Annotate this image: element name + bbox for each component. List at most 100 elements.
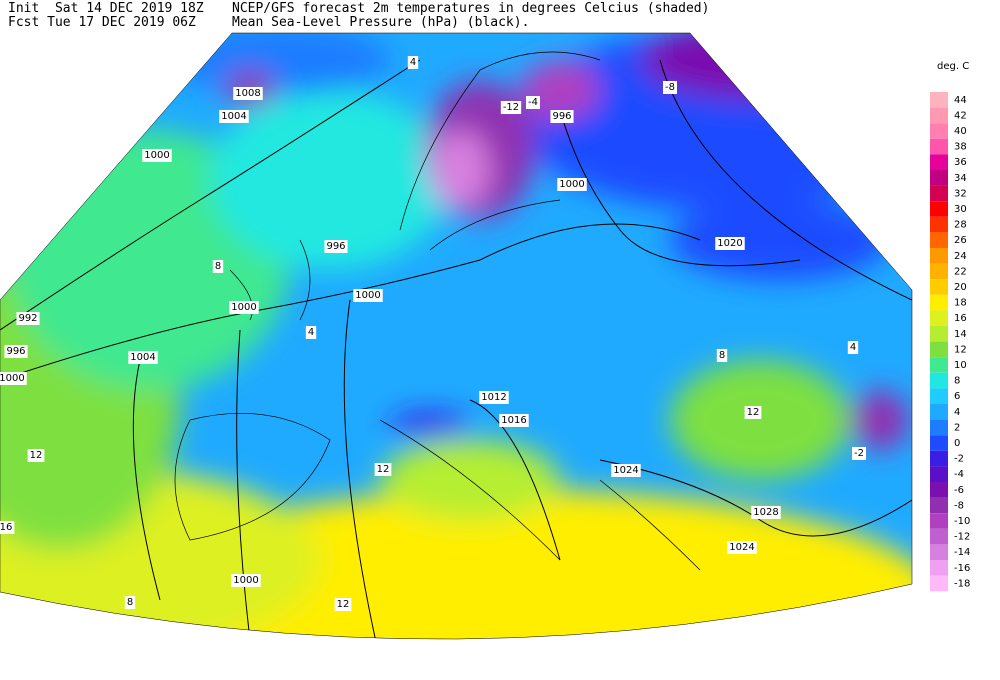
temperature-label: 12 xyxy=(337,599,350,610)
colorbar-swatch xyxy=(930,263,948,280)
isobar xyxy=(469,399,561,561)
temperature-label-box xyxy=(212,260,224,273)
colorbar-label: -2 xyxy=(954,454,964,465)
temperature-label: 12 xyxy=(377,464,390,475)
coastline xyxy=(174,51,701,571)
colorbar-label: 32 xyxy=(954,188,967,199)
temperature-label-box xyxy=(305,326,317,339)
colorbar-swatch xyxy=(930,419,948,436)
colorbar-swatch xyxy=(930,388,948,404)
colorbar-swatch xyxy=(930,513,948,529)
temperature-label-box xyxy=(0,521,15,534)
pressure-label-box xyxy=(557,178,587,191)
pressure-label: 996 xyxy=(6,346,25,357)
pressure-label-box xyxy=(219,110,249,123)
temperature-label-box xyxy=(334,598,352,611)
colorbar-label: 2 xyxy=(954,422,960,433)
pressure-label: 1024 xyxy=(613,465,638,476)
colorbar-swatch xyxy=(930,560,948,576)
temperature-field xyxy=(0,33,912,640)
colorbar-swatch xyxy=(930,310,948,326)
colorbar-label: 40 xyxy=(954,126,967,137)
pressure-label: 1024 xyxy=(729,542,754,553)
colorbar-swatch xyxy=(930,201,948,217)
temperature-label-box xyxy=(374,463,392,476)
init-time: Init Sat 14 DEC 2019 18Z xyxy=(8,1,204,16)
map-border xyxy=(0,32,913,640)
colorbar-label: 12 xyxy=(954,344,967,355)
colorbar-label: 30 xyxy=(954,204,967,215)
colorbar-unit: deg. C xyxy=(937,61,969,72)
pressure-label-box xyxy=(751,506,781,519)
pressure-label: 1000 xyxy=(0,373,25,384)
colorbar-swatch xyxy=(930,482,948,498)
isobar xyxy=(236,329,251,640)
colorbar-swatch xyxy=(930,185,948,202)
pressure-label-box xyxy=(715,237,745,250)
temperature-label: 8 xyxy=(127,597,133,608)
temperature-label: -12 xyxy=(503,102,519,113)
colorbar-label: -16 xyxy=(954,563,970,574)
pressure-label: 1000 xyxy=(355,290,380,301)
pressure-label-box xyxy=(16,312,40,325)
temperature-label: 8 xyxy=(719,350,725,361)
pressure-label: 1004 xyxy=(221,111,246,122)
colorbar-swatch xyxy=(930,575,948,592)
temperature-label: 4 xyxy=(308,327,314,338)
temperature-label-box xyxy=(852,447,866,460)
colorbar-label: -10 xyxy=(954,516,970,527)
colorbar-label: 44 xyxy=(954,95,967,106)
colorbar-label: 14 xyxy=(954,329,967,340)
pressure-label-box xyxy=(4,345,28,358)
pressure-label: 1028 xyxy=(753,507,778,518)
colorbar-label: -4 xyxy=(954,469,964,480)
colorbar-label: 16 xyxy=(954,313,967,324)
pressure-label: 1008 xyxy=(235,88,260,99)
temperature-label: 8 xyxy=(215,261,221,272)
colorbar-label: 26 xyxy=(954,235,967,246)
colorbar-swatch xyxy=(930,450,948,467)
colorbar-label: -8 xyxy=(954,500,964,511)
pressure-label: 996 xyxy=(552,111,571,122)
pressure-label: 1000 xyxy=(231,302,256,313)
colorbar-label: 34 xyxy=(954,173,967,184)
colorbar-label: -18 xyxy=(954,578,970,589)
temperature-label: 4 xyxy=(410,57,416,68)
isobar xyxy=(0,59,421,331)
temperature-label: -2 xyxy=(854,448,864,459)
forecast-time: Fcst Tue 17 DEC 2019 06Z xyxy=(8,15,196,30)
isobar xyxy=(599,459,912,537)
pressure-label-box xyxy=(727,541,757,554)
pressure-label: 1000 xyxy=(144,150,169,161)
temperature-label-box xyxy=(744,406,762,419)
colorbar-swatch xyxy=(930,372,948,389)
isobar xyxy=(659,59,912,301)
pressure-label: 1020 xyxy=(717,238,742,249)
colorbar-swatch xyxy=(930,544,948,560)
isobar xyxy=(132,359,161,601)
colorbar-label: 0 xyxy=(954,438,960,449)
colorbar-label: 42 xyxy=(954,110,967,121)
colorbar-swatch xyxy=(930,357,948,373)
colorbar-swatch xyxy=(930,294,948,311)
pressure-label: 1016 xyxy=(501,415,526,426)
colorbar-swatch xyxy=(930,138,948,155)
colorbar-swatch xyxy=(930,326,948,342)
colorbar-swatch xyxy=(930,497,948,514)
colorbar-swatch xyxy=(930,232,948,248)
colorbar-label: 28 xyxy=(954,220,967,231)
temperature-label: 12 xyxy=(747,407,760,418)
pressure-label-box xyxy=(0,372,27,385)
temperature-label-box xyxy=(27,449,45,462)
pressure-label: 996 xyxy=(326,241,345,252)
colorbar-swatch xyxy=(930,341,948,358)
temperature-label-box xyxy=(407,56,419,69)
pressure-label-box xyxy=(142,149,172,162)
temperature-label: -4 xyxy=(528,97,538,108)
pressure-label-box xyxy=(229,301,259,314)
isobar xyxy=(343,299,381,640)
temperature-label-box xyxy=(124,596,136,609)
temperature-label: 4 xyxy=(850,342,856,353)
colorbar-label: -6 xyxy=(954,485,964,496)
